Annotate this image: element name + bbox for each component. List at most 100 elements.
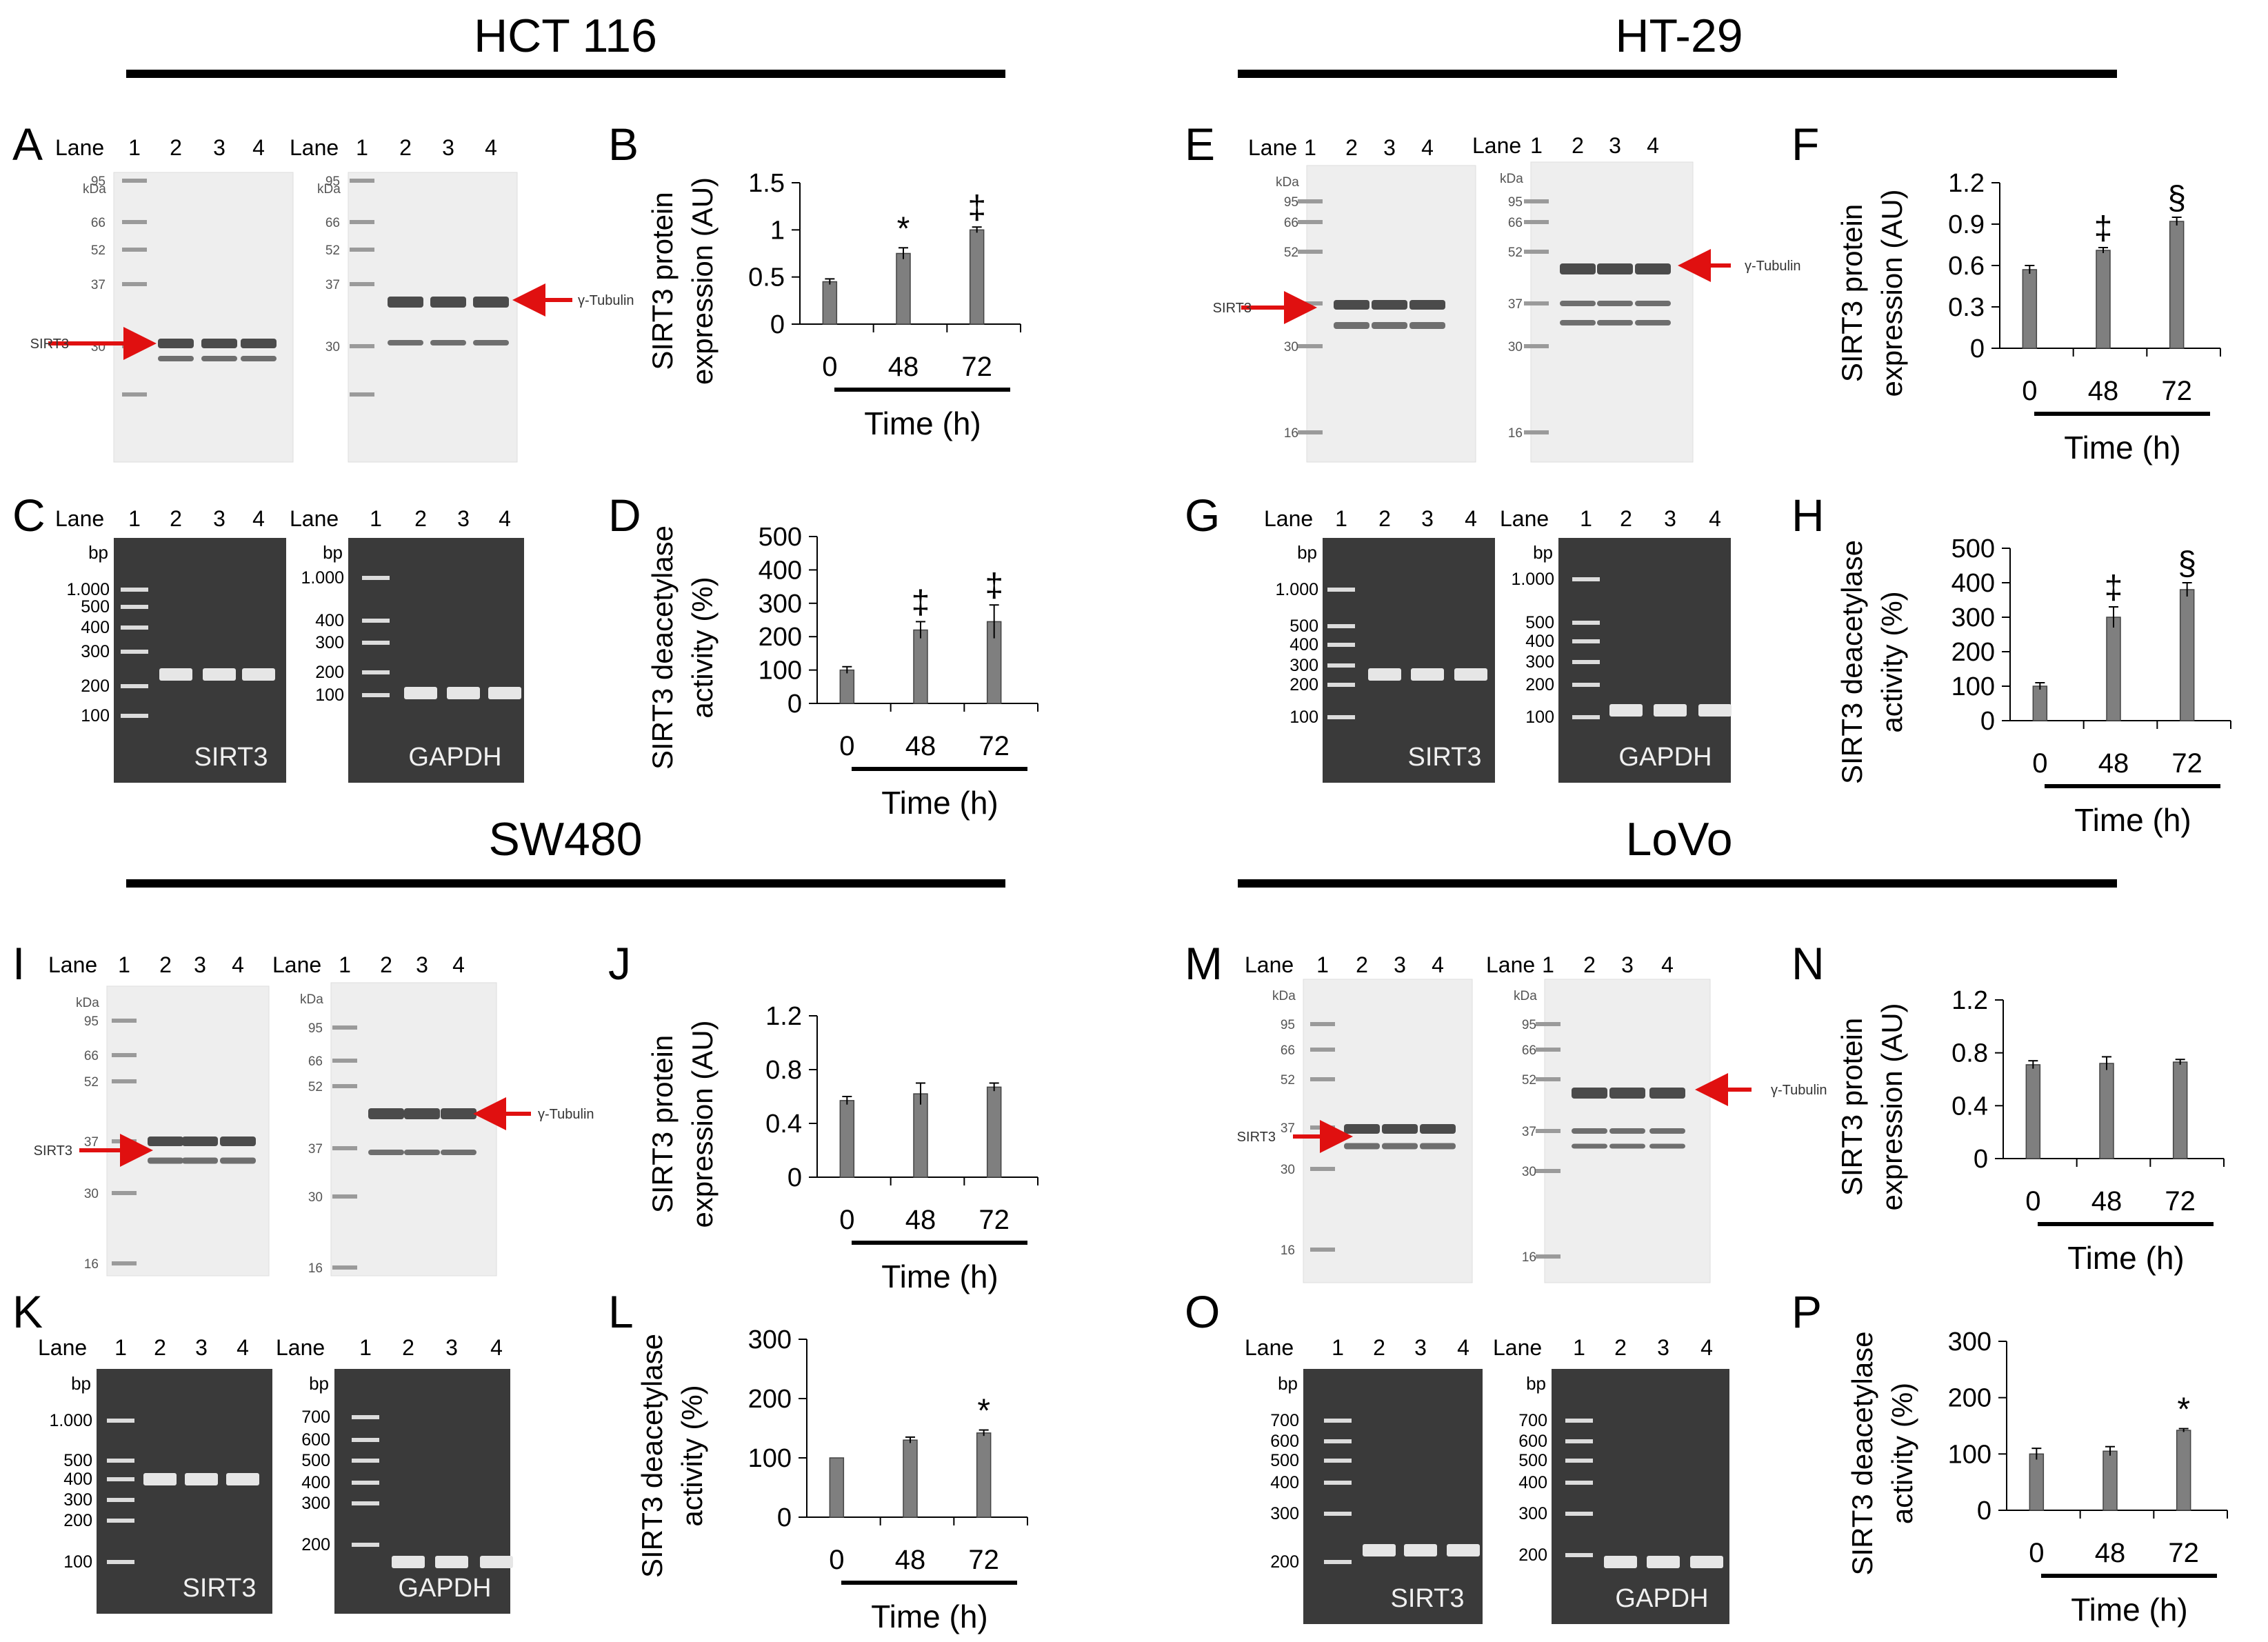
bp-marker: 300 bbox=[1518, 1504, 1547, 1523]
ladder-band bbox=[352, 1438, 379, 1442]
ladder-band bbox=[1298, 301, 1323, 306]
lane-label: Lane bbox=[1486, 952, 1535, 977]
protein-band bbox=[1334, 300, 1369, 310]
band-label: SIRT3 bbox=[1237, 1130, 1276, 1145]
x-tick-label: 0 bbox=[839, 1205, 854, 1235]
membrane bbox=[1306, 165, 1476, 463]
band-label: SIRT3 bbox=[34, 1143, 72, 1159]
kda-marker: 37 bbox=[1281, 1121, 1295, 1136]
x-tick-label: 48 bbox=[888, 352, 919, 382]
kda-marker: 52 bbox=[1508, 246, 1523, 260]
panel-letter: A bbox=[12, 119, 43, 170]
y-tick-label: 0.3 bbox=[1948, 293, 1985, 322]
dna-band bbox=[185, 1473, 218, 1485]
gel bbox=[1303, 1369, 1483, 1624]
lane-number: 2 bbox=[1378, 506, 1391, 531]
significance-mark: § bbox=[2167, 180, 2186, 217]
dna-band bbox=[1654, 704, 1687, 717]
dna-band bbox=[392, 1556, 425, 1568]
ladder-band bbox=[362, 641, 390, 645]
lane-number: 3 bbox=[1621, 952, 1634, 977]
lane-number: 3 bbox=[1664, 506, 1676, 531]
lane-number: 2 bbox=[1620, 506, 1632, 531]
lane-number: 2 bbox=[399, 135, 412, 160]
bar bbox=[2096, 250, 2111, 349]
bar-chart-L: 0 100 200 300 0 48 * 72 Time (h) SIRT3 deacetylas… bbox=[636, 1325, 1028, 1634]
kda-marker: 95 bbox=[1284, 195, 1298, 210]
lane-number: 4 bbox=[1709, 506, 1721, 531]
ladder-band bbox=[1536, 1022, 1560, 1026]
bp-marker: 1.000 bbox=[301, 568, 344, 588]
y-tick-label: 200 bbox=[748, 1385, 792, 1414]
ladder-band bbox=[122, 248, 147, 252]
panel-letter: N bbox=[1792, 938, 1825, 989]
y-tick-label: 0.6 bbox=[1948, 252, 1985, 281]
protein-band bbox=[368, 1108, 404, 1119]
bp-label: bp bbox=[309, 1373, 329, 1394]
bp-marker: 1.000 bbox=[1511, 570, 1554, 589]
lane-label: Lane bbox=[55, 506, 104, 531]
lane-label: Lane bbox=[38, 1335, 87, 1360]
bp-marker: 700 bbox=[1270, 1411, 1299, 1430]
ladder-band bbox=[1327, 663, 1355, 668]
y-tick-label: 0 bbox=[777, 1503, 792, 1532]
ladder-band bbox=[332, 1025, 357, 1030]
ladder-band bbox=[112, 1019, 137, 1023]
bp-marker: 300 bbox=[1270, 1504, 1299, 1523]
ladder-band bbox=[1572, 683, 1600, 687]
ladder-band bbox=[352, 1415, 379, 1419]
ladder-band bbox=[1324, 1512, 1352, 1516]
protein-band bbox=[1560, 301, 1596, 306]
ladder-band bbox=[350, 248, 374, 252]
y-axis-label: SIRT3 protein expression (AU) bbox=[1836, 1003, 1908, 1210]
section-rule bbox=[126, 70, 1005, 78]
bp-marker: 700 bbox=[1518, 1411, 1547, 1430]
ladder-band bbox=[1565, 1439, 1593, 1443]
dna-band bbox=[226, 1473, 259, 1485]
protein-band bbox=[1649, 1143, 1685, 1149]
bp-marker: 300 bbox=[63, 1490, 92, 1510]
lane-label: Lane bbox=[1264, 506, 1313, 531]
lane-number: 3 bbox=[457, 506, 470, 531]
lane-number: 1 bbox=[356, 135, 368, 160]
ladder-band bbox=[1327, 588, 1355, 592]
dna-band bbox=[1690, 1556, 1723, 1568]
gel bbox=[97, 1369, 272, 1614]
bp-marker: 500 bbox=[81, 597, 110, 617]
ladder-band bbox=[121, 714, 148, 718]
dna-band bbox=[447, 687, 480, 699]
kda-marker: 66 bbox=[91, 216, 106, 230]
lane-number: 4 bbox=[499, 506, 511, 531]
protein-band bbox=[148, 1137, 183, 1146]
bp-marker: 500 bbox=[1270, 1451, 1299, 1470]
x-tick-label: 0 bbox=[2022, 376, 2037, 406]
lane-label: Lane bbox=[1500, 506, 1549, 531]
western-blot-sw_sirt3: Lane 1 2 3 4 kDa 95 66 52 37 30 16 SIRT3 bbox=[34, 952, 270, 1276]
lane-label: Lane bbox=[276, 1335, 325, 1360]
kda-marker: 66 bbox=[325, 216, 340, 230]
lane-number: 1 bbox=[370, 506, 382, 531]
lane-number: 4 bbox=[1647, 133, 1659, 158]
dna-band bbox=[1647, 1556, 1680, 1568]
kda-label: kDa bbox=[83, 182, 106, 197]
bar bbox=[903, 1439, 918, 1518]
y-tick-label: 0 bbox=[1977, 1496, 1991, 1525]
protein-band bbox=[1344, 1143, 1380, 1150]
lane-label: Lane bbox=[1472, 133, 1521, 158]
ladder-band bbox=[1324, 1560, 1352, 1564]
bar bbox=[986, 1086, 1002, 1178]
x-tick-label: 72 bbox=[2165, 1186, 2196, 1217]
ladder-band bbox=[1324, 1419, 1352, 1423]
gel-name: GAPDH bbox=[408, 743, 501, 772]
ladder-band bbox=[1327, 624, 1355, 628]
lane-number: 1 bbox=[128, 135, 141, 160]
lane-number: 1 bbox=[1335, 506, 1347, 531]
y-tick-label: 0.5 bbox=[748, 263, 785, 292]
panel-letter: E bbox=[1185, 119, 1215, 170]
ladder-band bbox=[1524, 220, 1549, 224]
x-tick-label: 48 bbox=[905, 731, 936, 761]
kda-marker: 52 bbox=[84, 1075, 99, 1090]
panel-letter: D bbox=[608, 490, 641, 541]
ladder-band bbox=[112, 1191, 137, 1195]
